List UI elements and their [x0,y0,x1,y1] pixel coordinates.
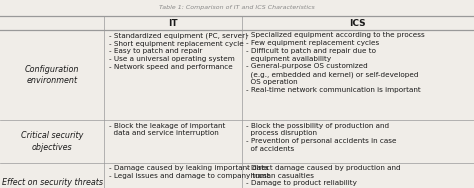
Text: Configuration
environment: Configuration environment [25,65,79,85]
Text: - Block the possibility of production and
  process disruption
- Prevention of p: - Block the possibility of production an… [246,123,397,152]
Text: Effect on security threats: Effect on security threats [1,178,103,187]
Text: Critical security
objectives: Critical security objectives [21,131,83,152]
Text: - Block the leakage of important
  data and service interruption: - Block the leakage of important data an… [109,123,226,136]
Text: - Standardized equipment (PC, server)
- Short equipment replacement cycle
- Easy: - Standardized equipment (PC, server) - … [109,32,248,70]
Text: - Direct damage caused by production and
  human casualties
- Damage to product : - Direct damage caused by production and… [246,165,401,186]
Text: - Damage caused by leaking important data
- Legal issues and damage to company t: - Damage caused by leaking important dat… [109,165,270,179]
Text: Table 1: Comparison of IT and ICS Characteristics: Table 1: Comparison of IT and ICS Charac… [159,5,315,11]
Text: IT: IT [168,19,178,27]
Text: ICS: ICS [349,19,366,27]
Text: - Specialized equipment according to the process
- Few equipment replacement cyc: - Specialized equipment according to the… [246,32,425,93]
